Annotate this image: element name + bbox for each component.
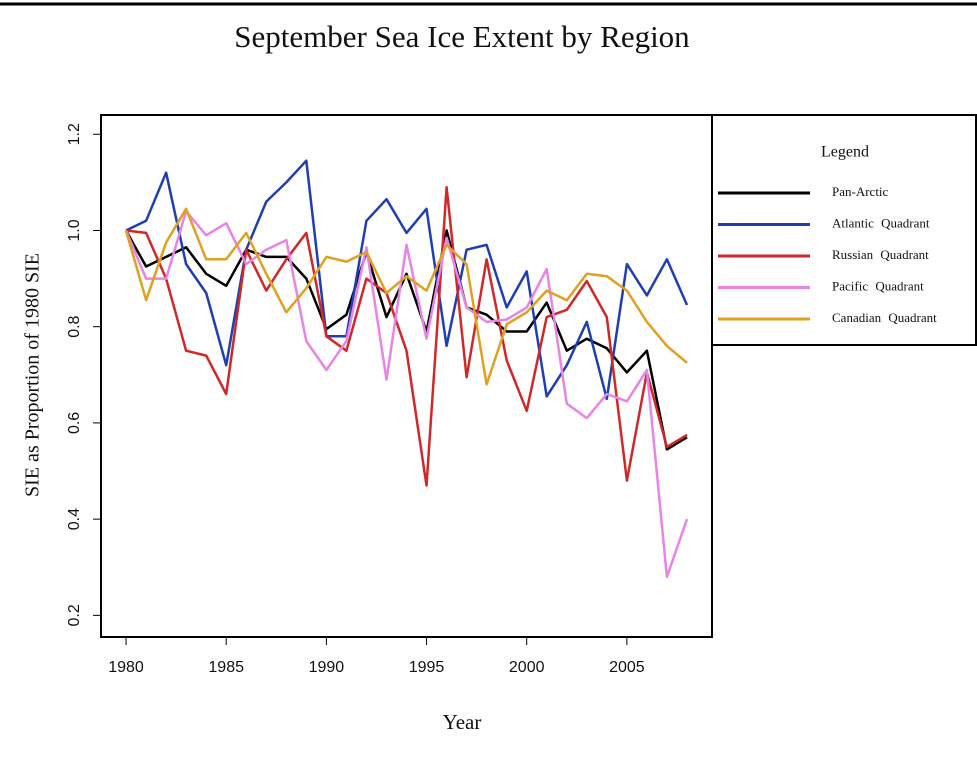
plot-frame: [100, 114, 713, 638]
x-tick-label: 2005: [609, 659, 645, 676]
x-tick-label: 1985: [208, 659, 244, 676]
series-line: [124, 207, 688, 386]
x-axis-label: Year: [443, 710, 482, 734]
legend-label: Canadian Quadrant: [832, 310, 937, 325]
x-tick-label: 1995: [409, 659, 445, 676]
y-tick-label: 0.2: [66, 604, 83, 626]
series-line: [124, 229, 688, 451]
y-tick-label: 1.2: [66, 123, 83, 145]
legend-label: Pan-Arctic: [832, 184, 889, 199]
chart-title: September Sea Ice Extent by Region: [234, 19, 690, 54]
y-tick-label: 1.0: [66, 219, 83, 241]
y-axis-label: SIE as Proportion of 1980 SIE: [22, 253, 44, 497]
y-tick-label: 0.4: [66, 508, 83, 530]
y-tick-label: 0.6: [66, 412, 83, 434]
legend-title: Legend: [821, 144, 869, 161]
x-tick-label: 2000: [509, 659, 545, 676]
series-line: [125, 159, 689, 401]
legend-label: Pacific Quadrant: [832, 278, 924, 293]
legend-box: [711, 114, 977, 346]
series-line: [125, 185, 688, 487]
x-tick-label: 1980: [108, 659, 144, 676]
x-tick-label: 1990: [309, 659, 345, 676]
y-tick-label: 0.8: [66, 315, 83, 337]
legend-label: Atlantic Quadrant: [832, 215, 930, 230]
legend-label: Russian Quadrant: [832, 247, 929, 262]
series-line: [124, 209, 689, 579]
